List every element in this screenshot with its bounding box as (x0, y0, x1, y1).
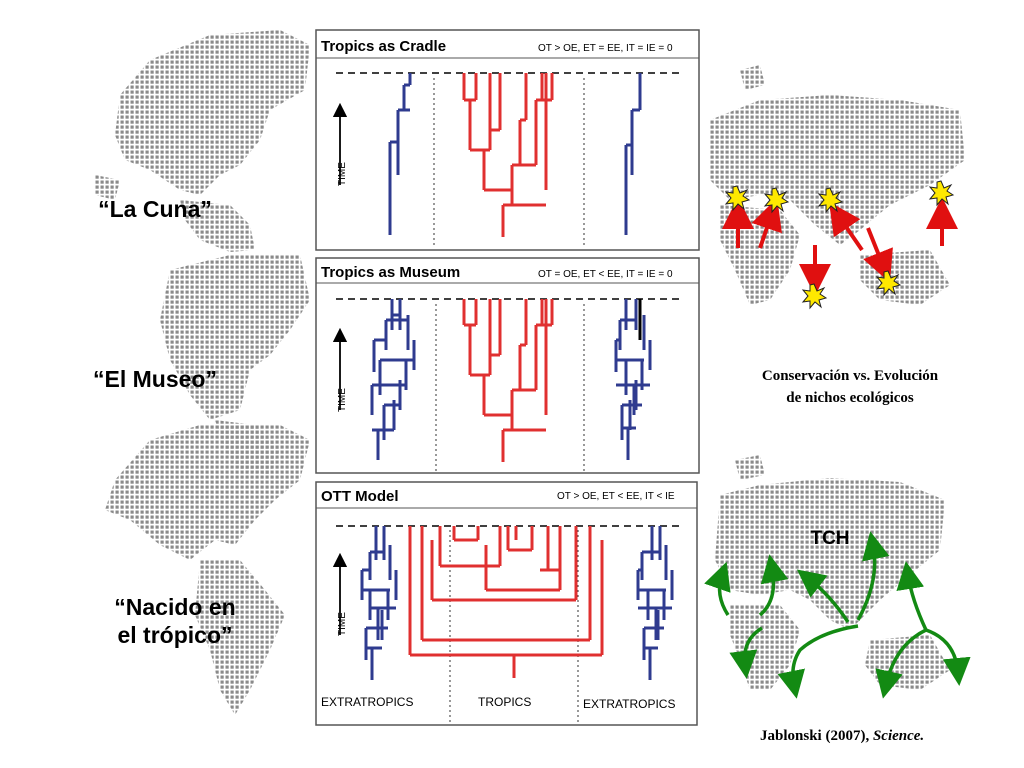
starburst-icon (801, 283, 828, 310)
left-world-map-top (95, 30, 310, 252)
red-arrow (863, 227, 893, 283)
extratropics-clade-right (614, 299, 652, 460)
green-arrow (729, 626, 763, 679)
time-label: TIME (337, 612, 348, 636)
panel-ott-equation: OT > OE, ET < EE, IT < IE (557, 491, 675, 502)
green-arrow (875, 628, 927, 699)
starburst-icon (875, 270, 902, 297)
extratropics-clade-left (360, 526, 398, 680)
red-arrow (751, 197, 782, 249)
panel-cradle: Tropics as Cradle OT > OE, ET = EE, IT =… (315, 29, 700, 251)
citation-authors: Jablonski (2007), (760, 728, 873, 744)
panel-cradle-equation: OT > OE, ET = EE, IT = IE = 0 (538, 43, 673, 54)
panel-ott-frame (315, 481, 698, 726)
right-world-map-bottom (715, 455, 950, 690)
tropics-clade (462, 73, 554, 237)
starburst-icon (724, 185, 751, 212)
panel-ott-title: OTT Model (321, 488, 399, 505)
right-world-map-top (710, 65, 965, 305)
starbursts (724, 180, 955, 310)
tropics-clade (462, 299, 554, 462)
panel-museum: Tropics as Museum OT = OE, ET < EE, IT =… (315, 257, 700, 474)
zone-label-right: EXTRATROPICS (583, 697, 675, 711)
colonization-arrows (722, 197, 958, 296)
panel-museum-title: Tropics as Museum (321, 264, 460, 281)
starburst-icon (763, 187, 790, 214)
time-label: TIME (337, 388, 348, 412)
label-cradle: “La Cuna” (98, 196, 212, 222)
label-born-line1: “Nacido en (114, 594, 236, 620)
green-arrow (896, 561, 928, 631)
label-museum: “El Museo” (93, 366, 217, 392)
tropics-clade (408, 526, 604, 678)
left-world-map-bottom (105, 425, 310, 715)
green-arrow (777, 624, 859, 699)
starburst-icon (928, 180, 955, 207)
green-arrow (704, 561, 731, 616)
time-label: TIME (337, 162, 348, 186)
extratropics-clade-right (624, 73, 642, 235)
panel-museum-equation: OT = OE, ET < EE, IT = IE = 0 (538, 269, 673, 280)
extratropics-clade-left (388, 73, 412, 235)
green-arrow (796, 569, 850, 623)
starburst-icon (817, 187, 844, 214)
extratropics-clade-left (370, 299, 416, 460)
panel-cradle-frame (315, 29, 700, 251)
citation-journal: Science. (872, 728, 925, 744)
green-arrow (925, 628, 971, 686)
label-born-line2: el trópico” (117, 622, 233, 648)
zone-label-center: TROPICS (478, 695, 531, 709)
citation: Jablonski (2007), Science. (760, 728, 1020, 745)
extratropics-clade-right (636, 526, 674, 680)
red-arrow (828, 201, 864, 252)
green-arrow (758, 554, 789, 617)
zone-label-left: EXTRATROPICS (321, 695, 413, 709)
dispersal-arrows (704, 531, 971, 699)
panel-ott: OTT Model OT > OE, ET < EE, IT < IE TIME… (315, 481, 698, 726)
niche-caption-line2: de nichos ecológicos (786, 390, 914, 406)
tch-label: TCH (810, 528, 850, 549)
panel-cradle-title: Tropics as Cradle (321, 38, 446, 55)
niche-caption-line1: Conservación vs. Evolución (761, 368, 939, 384)
green-arrow (856, 531, 890, 621)
